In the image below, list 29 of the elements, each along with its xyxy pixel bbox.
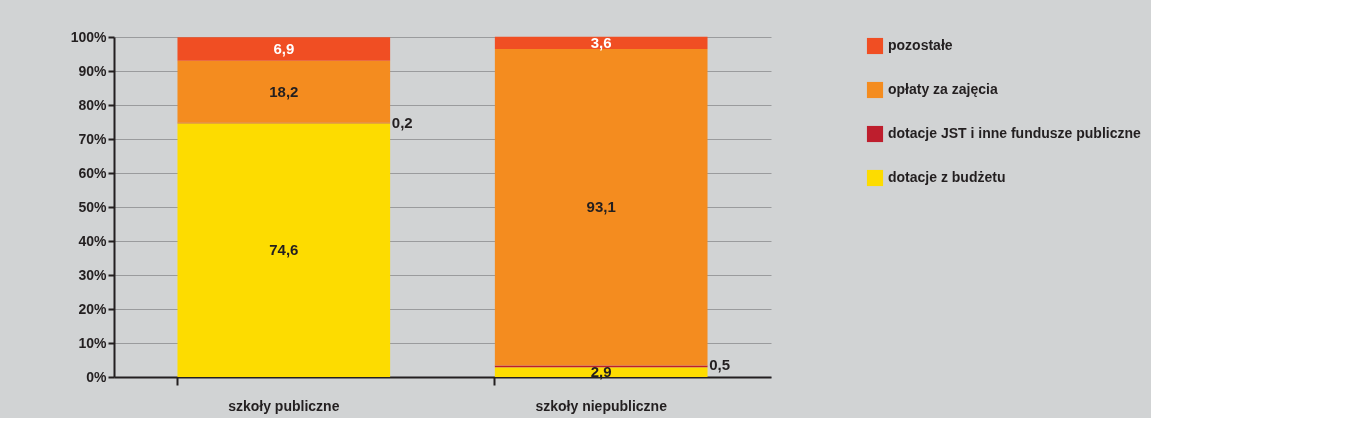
data-label: 3,6: [590, 33, 612, 51]
data-label: 93,1: [586, 198, 616, 216]
y-tick-label: 60%: [78, 164, 108, 181]
y-tick-label: 30%: [78, 266, 108, 283]
bar: [177, 60, 391, 123]
data-label: 2,9: [590, 363, 612, 381]
data-label: 0,5: [709, 356, 731, 374]
x-tick-label: szkoły niepubliczne: [535, 397, 668, 414]
y-tick-label: 0%: [86, 368, 108, 385]
legend-label: opłaty za zajęcia: [888, 81, 998, 97]
data-label: 18,2: [269, 82, 299, 100]
bar: [494, 36, 708, 49]
data-label: 74,6: [269, 241, 299, 259]
y-tick-label: 20%: [78, 300, 108, 317]
bar: [177, 123, 391, 377]
bar: [177, 37, 391, 61]
legend-label: pozostałe: [888, 37, 953, 53]
legend-label: dotacje z budżetu: [888, 169, 1006, 185]
y-tick-label: 100%: [70, 28, 108, 45]
data-label: 0,2: [391, 113, 413, 131]
y-tick-label: 90%: [78, 62, 108, 79]
y-tick-label: 70%: [78, 130, 108, 147]
legend-label: dotacje JST i inne fundusze publiczne: [888, 125, 1142, 141]
x-tick-label: szkoły publiczne: [228, 397, 340, 414]
data-label: 6,9: [273, 40, 295, 58]
y-tick-label: 50%: [78, 198, 108, 215]
y-tick-label: 80%: [78, 96, 108, 113]
y-tick-label: 10%: [78, 334, 108, 351]
y-tick-label: 40%: [78, 232, 108, 249]
